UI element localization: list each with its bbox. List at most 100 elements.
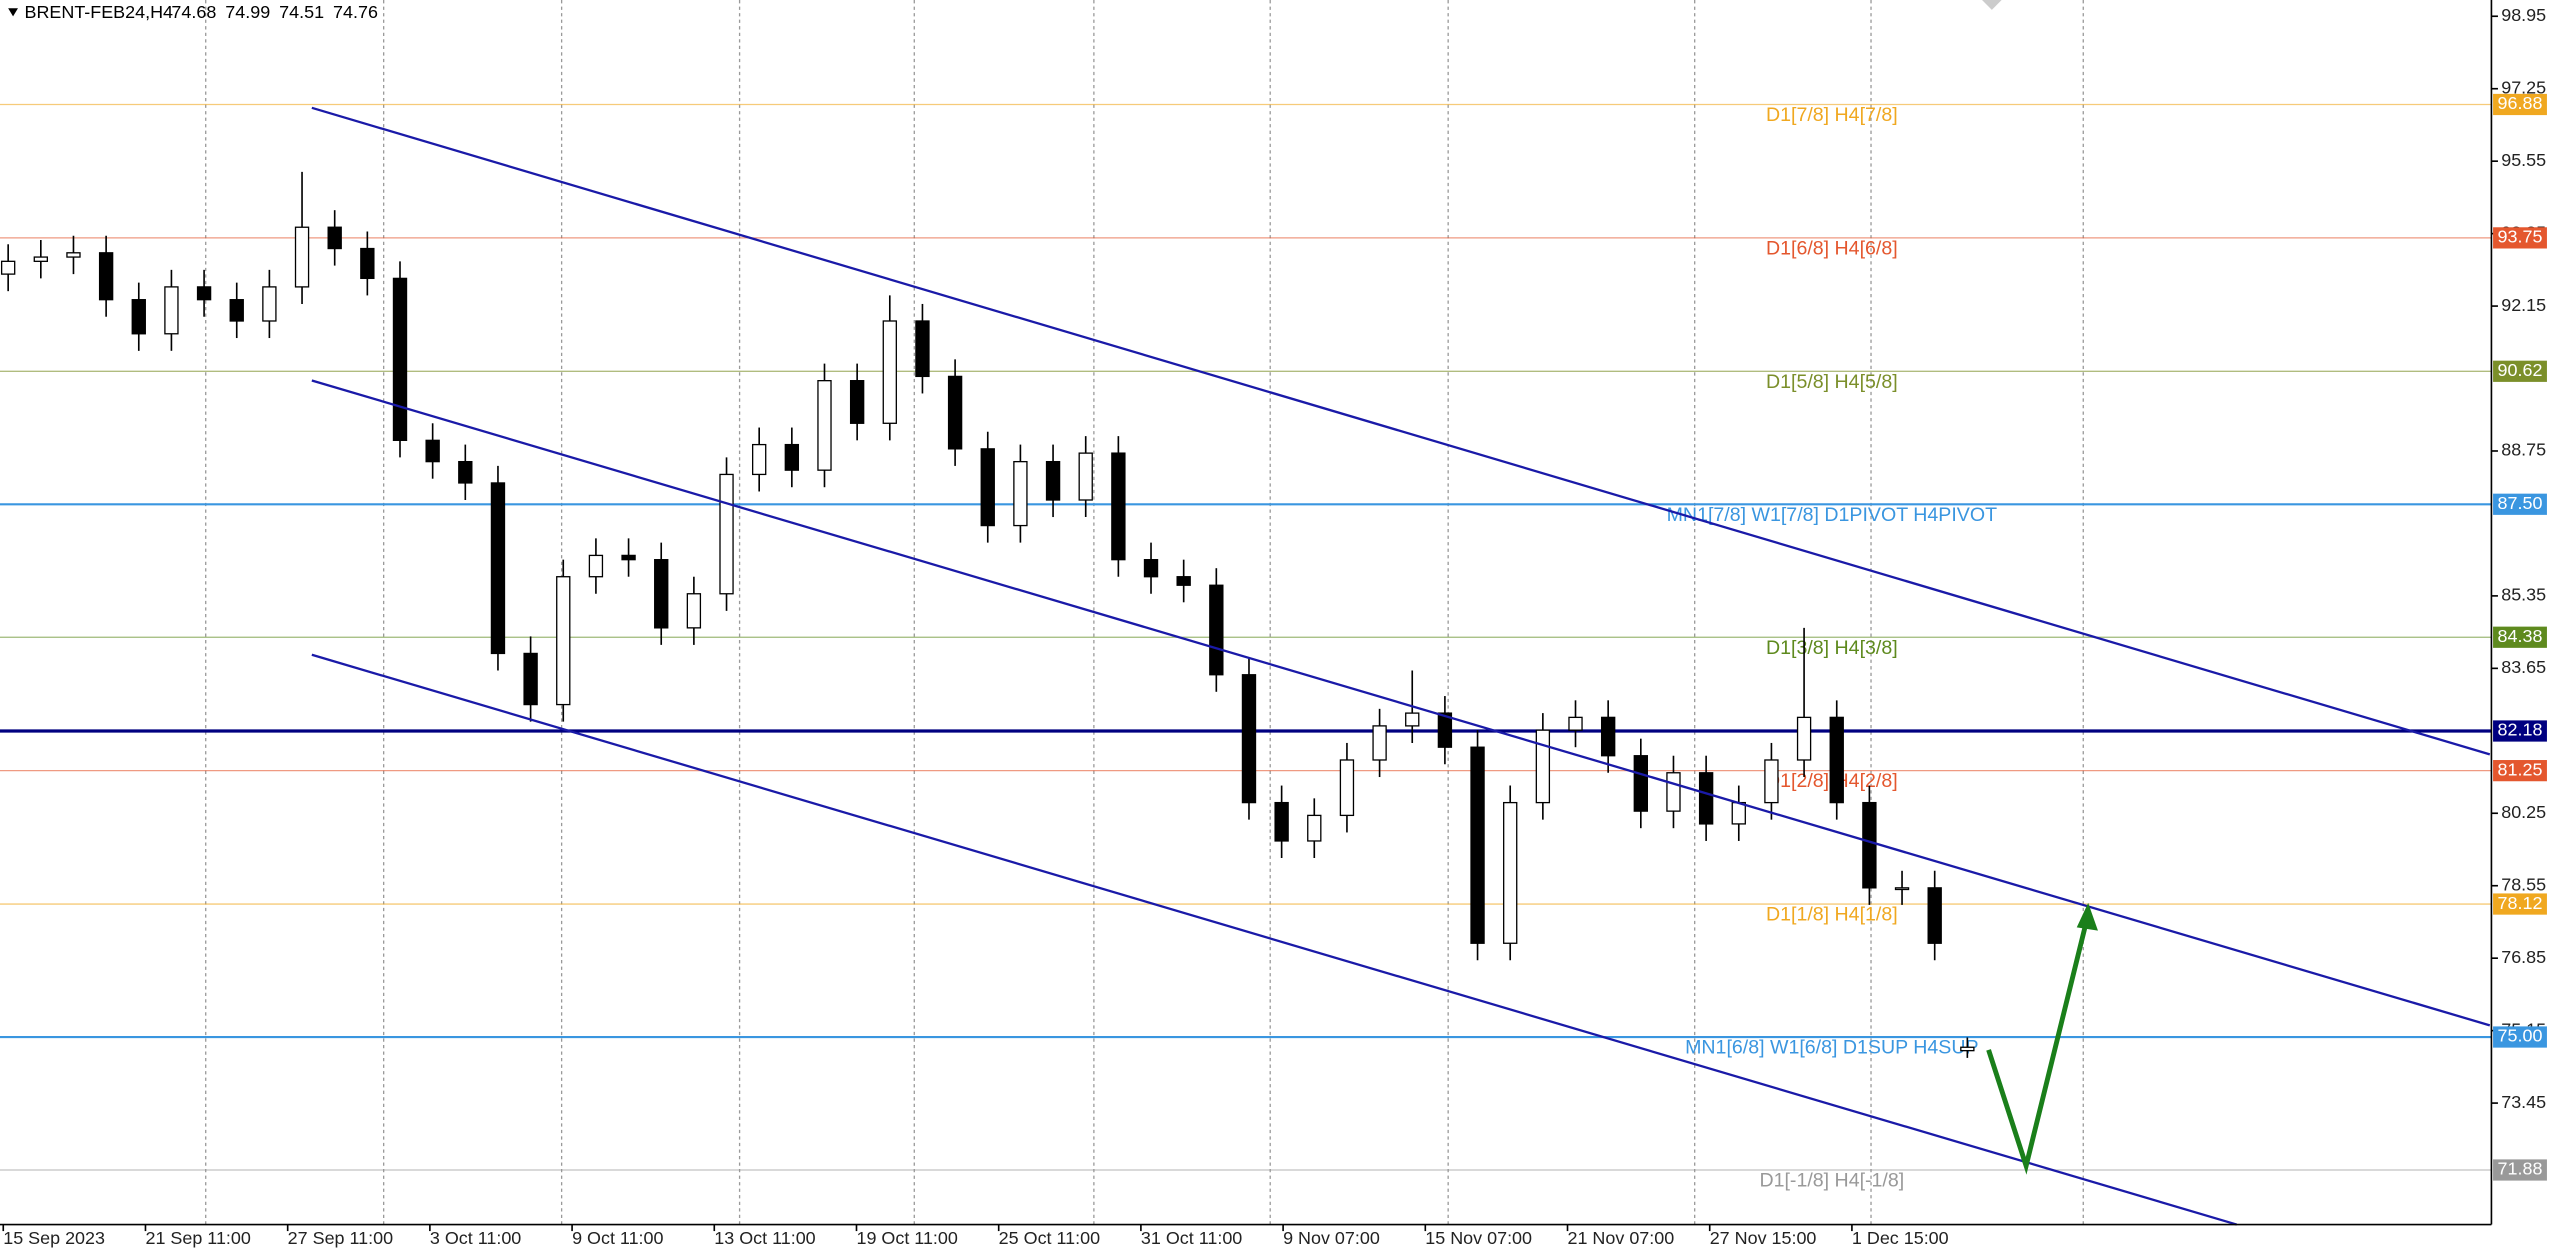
candle-body xyxy=(0,260,16,275)
candle-body xyxy=(1176,576,1191,586)
price-tag xyxy=(2493,1159,2547,1181)
level-label: MN1[6/8] W1[6/8] D1SUP H4SUP xyxy=(1685,1037,1978,1059)
candle-body xyxy=(654,559,669,629)
level-label: D1[6/8] H4[6/8] xyxy=(1766,237,1898,259)
candle-body xyxy=(425,439,440,463)
candle-body xyxy=(1503,801,1518,944)
price-tag xyxy=(2493,227,2547,249)
candle-body xyxy=(458,460,473,484)
candle-body xyxy=(33,256,48,262)
channel xyxy=(311,106,2491,1226)
price-tag-label: 78.12 xyxy=(2498,893,2543,913)
candle-body xyxy=(1307,814,1322,842)
candle-body xyxy=(1666,772,1681,812)
candle-body xyxy=(621,554,636,561)
candle-body xyxy=(752,443,767,476)
y-tick-label: 97.25 xyxy=(2501,77,2546,97)
price-tag-label: 84.38 xyxy=(2498,626,2543,646)
price-tag-label: 75.00 xyxy=(2498,1026,2543,1046)
candle-body xyxy=(131,299,146,335)
candle-body xyxy=(1209,584,1224,676)
x-tick-label: 21 Sep 11:00 xyxy=(145,1228,250,1248)
level-label: D1[3/8] H4[3/8] xyxy=(1766,637,1898,659)
ohlc-low: 74.51 xyxy=(279,2,324,22)
candle-body xyxy=(262,286,277,322)
candle-body xyxy=(1437,712,1453,748)
candle-body xyxy=(98,252,114,301)
candle-body xyxy=(490,482,506,655)
x-tick-label: 1 Dec 15:00 xyxy=(1852,1228,1949,1248)
price-tag-label: 81.25 xyxy=(2498,759,2543,779)
x-tick-label: 25 Oct 11:00 xyxy=(999,1228,1100,1248)
candle-body xyxy=(1405,712,1420,727)
x-tick-label: 9 Oct 11:00 xyxy=(572,1228,663,1248)
time-grid xyxy=(205,0,2084,1225)
candle-body xyxy=(196,286,212,301)
candle-body xyxy=(1633,755,1648,812)
price-tag-label: 82.18 xyxy=(2498,720,2543,740)
price-tag-label: 87.50 xyxy=(2498,493,2543,513)
x-tick-label: 27 Nov 15:00 xyxy=(1710,1228,1817,1248)
price-tag xyxy=(2493,360,2547,382)
candle-body xyxy=(817,380,832,471)
price-tag-label: 90.62 xyxy=(2498,360,2543,380)
candle-body xyxy=(1045,460,1061,501)
level-label: D1[-1/8] H4[-1/8] xyxy=(1759,1170,1904,1192)
candle-body xyxy=(294,226,310,288)
candle-body xyxy=(1339,759,1355,817)
candle-body xyxy=(360,247,375,280)
candle-body xyxy=(1600,716,1616,757)
candle-body xyxy=(588,554,604,578)
shift-marker xyxy=(1982,0,2002,10)
ohlc-open: 74.68 xyxy=(171,2,216,22)
x-tick-label: 13 Oct 11:00 xyxy=(714,1228,815,1248)
candle-body xyxy=(1731,801,1746,825)
ohlc-close: 74.76 xyxy=(333,2,378,22)
price-tag-label: 93.75 xyxy=(2498,227,2543,247)
candle-body xyxy=(229,299,244,322)
candle-body xyxy=(719,473,734,595)
x-tick-label: 31 Oct 11:00 xyxy=(1141,1228,1242,1248)
candle-body xyxy=(1960,1046,1975,1052)
candle-body xyxy=(1274,801,1289,842)
candle-body xyxy=(980,448,995,527)
price-tag-label: 71.88 xyxy=(2498,1159,2543,1179)
candle-body xyxy=(1111,452,1126,561)
y-tick-label: 92.15 xyxy=(2501,295,2546,315)
candle-body xyxy=(1470,746,1485,944)
price-tag xyxy=(2493,1026,2547,1048)
candle-body xyxy=(327,226,342,250)
x-tick-label: 19 Oct 11:00 xyxy=(856,1228,957,1248)
candle-body xyxy=(947,375,963,450)
candle-body xyxy=(392,277,408,441)
candle-body xyxy=(784,443,800,471)
candle-body xyxy=(164,286,179,335)
forecast-arrow xyxy=(1986,902,2098,1175)
candle-body xyxy=(556,576,571,706)
candle-body xyxy=(523,652,538,706)
y-tick-label: 95.55 xyxy=(2501,150,2546,170)
x-tick-label: 9 Nov 07:00 xyxy=(1283,1228,1380,1248)
y-tick-label: 98.95 xyxy=(2501,5,2546,25)
candle-body xyxy=(1894,887,1910,891)
candle-body xyxy=(1372,725,1387,761)
candle-body xyxy=(1013,460,1028,527)
candle-body xyxy=(915,320,930,378)
candle-body xyxy=(66,252,81,258)
candle-body xyxy=(1568,716,1583,731)
x-tick-label: 15 Sep 2023 xyxy=(3,1228,105,1248)
price-tag xyxy=(2493,626,2547,648)
menu-triangle xyxy=(8,8,18,17)
candle-body xyxy=(882,320,897,424)
level-label: D1[1/8] H4[1/8] xyxy=(1766,904,1898,926)
candle-body xyxy=(686,593,702,629)
price-tag xyxy=(2493,760,2547,782)
axis: 98.9597.2595.5593.8592.1588.7585.3583.65… xyxy=(2,5,2547,1248)
y-tick-label: 76.85 xyxy=(2501,947,2546,967)
candle-body xyxy=(1796,716,1812,761)
x-tick-label: 15 Nov 07:00 xyxy=(1425,1228,1532,1248)
level-label: MN1[7/8] W1[7/8] D1PIVOT H4PIVOT xyxy=(1667,504,1997,526)
candle-body xyxy=(1862,801,1877,889)
